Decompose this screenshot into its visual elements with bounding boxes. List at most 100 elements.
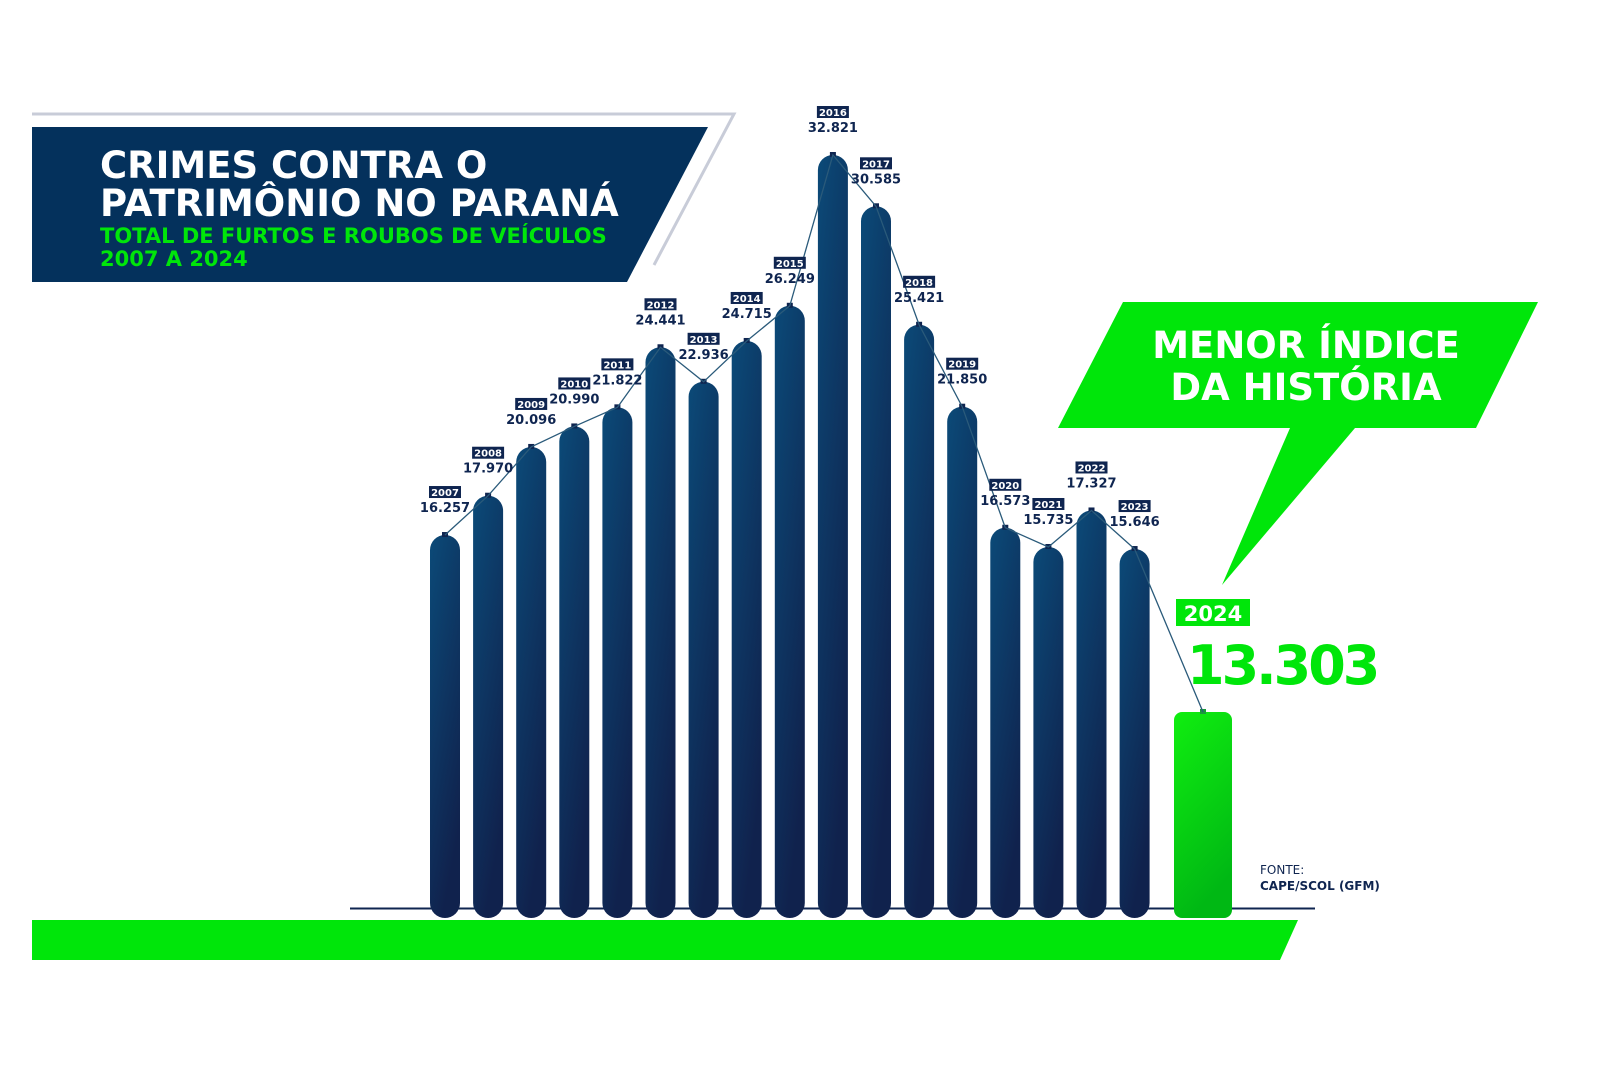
bar-2020 [990,527,1021,918]
year-badge [730,291,763,304]
year-label: 2016 [819,108,847,119]
bar-2010 [559,426,590,918]
year-label: 2022 [1078,463,1106,474]
bar-2021 [1033,546,1064,918]
value-label: 32.821 [808,121,858,136]
year-label: 2009 [517,400,545,411]
value-label: 24.715 [722,307,772,322]
bar-label-2022: 2022 17.327 [1066,461,1117,491]
highlight-value: 13.303 [1187,634,1377,697]
year-badge [773,256,806,269]
value-label: 20.096 [506,413,556,428]
source-value: CAPE/SCOL (GFM) [1260,879,1380,893]
bar-label-2009: 2009 20.096 [506,397,556,428]
bar-label-2020: 2020 16.573 [980,478,1030,509]
value-label: 26.249 [765,272,815,287]
year-label: 2019 [948,360,976,371]
year-label: 2020 [991,481,1019,492]
year-badge [860,157,892,170]
bar-label-2015: 2015 26.249 [765,256,815,287]
year-label: 2023 [1121,502,1149,513]
year-badge [515,397,548,410]
year-badge [644,298,677,311]
year-badge [601,358,634,371]
year-label: 2011 [603,360,631,371]
bar-2009 [516,446,547,918]
bar-2012 [645,347,676,918]
value-label: 25.421 [894,291,944,306]
year-badge [429,486,461,499]
year-badge [1032,497,1065,510]
highlight-year-badge [1176,599,1250,626]
bar-2016 [817,155,848,918]
bar-2011 [602,407,633,918]
value-label: 15.646 [1110,515,1160,530]
year-badge [472,446,505,459]
bar-label-2017: 2017 30.585 [851,157,901,187]
year-badge [1075,461,1108,474]
year-badge [1118,500,1151,513]
title-panel-outline [32,112,737,266]
year-label: 2012 [647,300,675,311]
title-panel [32,127,708,282]
bar-label-2023: 2023 15.646 [1110,500,1160,530]
value-label: 30.585 [851,172,901,187]
year-label: 2017 [862,159,890,170]
source-label: FONTE: [1260,863,1304,877]
title-line2: PATRIMÔNIO NO PARANÁ [100,181,619,225]
value-label: 21.850 [937,373,987,388]
bar-label-2011: 2011 21.822 [592,358,642,388]
bar-label-2018: 2018 25.421 [894,275,944,306]
bars-group [430,152,1232,919]
bar-label-2010: 2010 20.990 [549,377,599,407]
bar-label-2019: 2019 21.850 [937,357,987,388]
year-label: 2021 [1034,500,1062,511]
subtitle-line2: 2007 A 2024 [100,247,248,271]
value-label: 17.970 [463,462,513,477]
callout-bubble [1058,302,1538,585]
year-badge [989,478,1022,491]
year-badge [946,357,979,370]
year-label: 2013 [690,335,718,346]
bar-2019 [947,406,978,918]
bar-2014 [731,340,762,919]
title-line1: CRIMES CONTRA O [100,144,487,187]
bar-2007 [430,535,460,918]
year-label: 2007 [431,488,459,499]
value-label: 15.735 [1023,513,1073,528]
year-badge [903,275,936,288]
year-badge [816,106,849,118]
callout-line1: MENOR ÍNDICE [1152,323,1460,367]
callout-line2: DA HISTÓRIA [1170,365,1442,409]
bar-2024 [1174,712,1232,918]
value-label: 16.257 [420,501,470,516]
value-label: 16.573 [980,494,1030,509]
year-badge [687,332,720,345]
bar-label-2008: 2008 17.970 [463,446,513,477]
bar-label-2014: 2014 24.715 [722,291,772,322]
bar-label-2021: 2021 15.735 [1023,497,1073,528]
year-label: 2018 [905,278,933,289]
bar-2023 [1119,549,1150,918]
subtitle-line1: TOTAL DE FURTOS E ROUBOS DE VEÍCULOS [100,223,607,248]
bar-2013 [688,381,719,919]
bar-2015 [774,305,805,919]
year-label: 2014 [733,294,761,305]
bar-2008 [473,495,504,918]
bottom-green-strip [32,920,1298,960]
value-label: 20.990 [549,392,599,407]
value-label: 17.327 [1066,476,1116,491]
value-label: 24.441 [635,313,685,328]
year-label: 2008 [474,449,502,460]
bar-2018 [904,324,935,918]
bar-label-2016: 2016 32.821 [808,106,858,136]
highlight-year: 2024 [1184,602,1242,626]
year-label: 2015 [776,259,804,270]
bar-2022 [1076,510,1107,918]
bar-2017 [861,206,891,919]
value-label: 22.936 [679,348,729,363]
bar-label-2007: 2007 16.257 [420,486,470,516]
year-label: 2010 [560,379,588,390]
trend-line [444,153,1204,713]
